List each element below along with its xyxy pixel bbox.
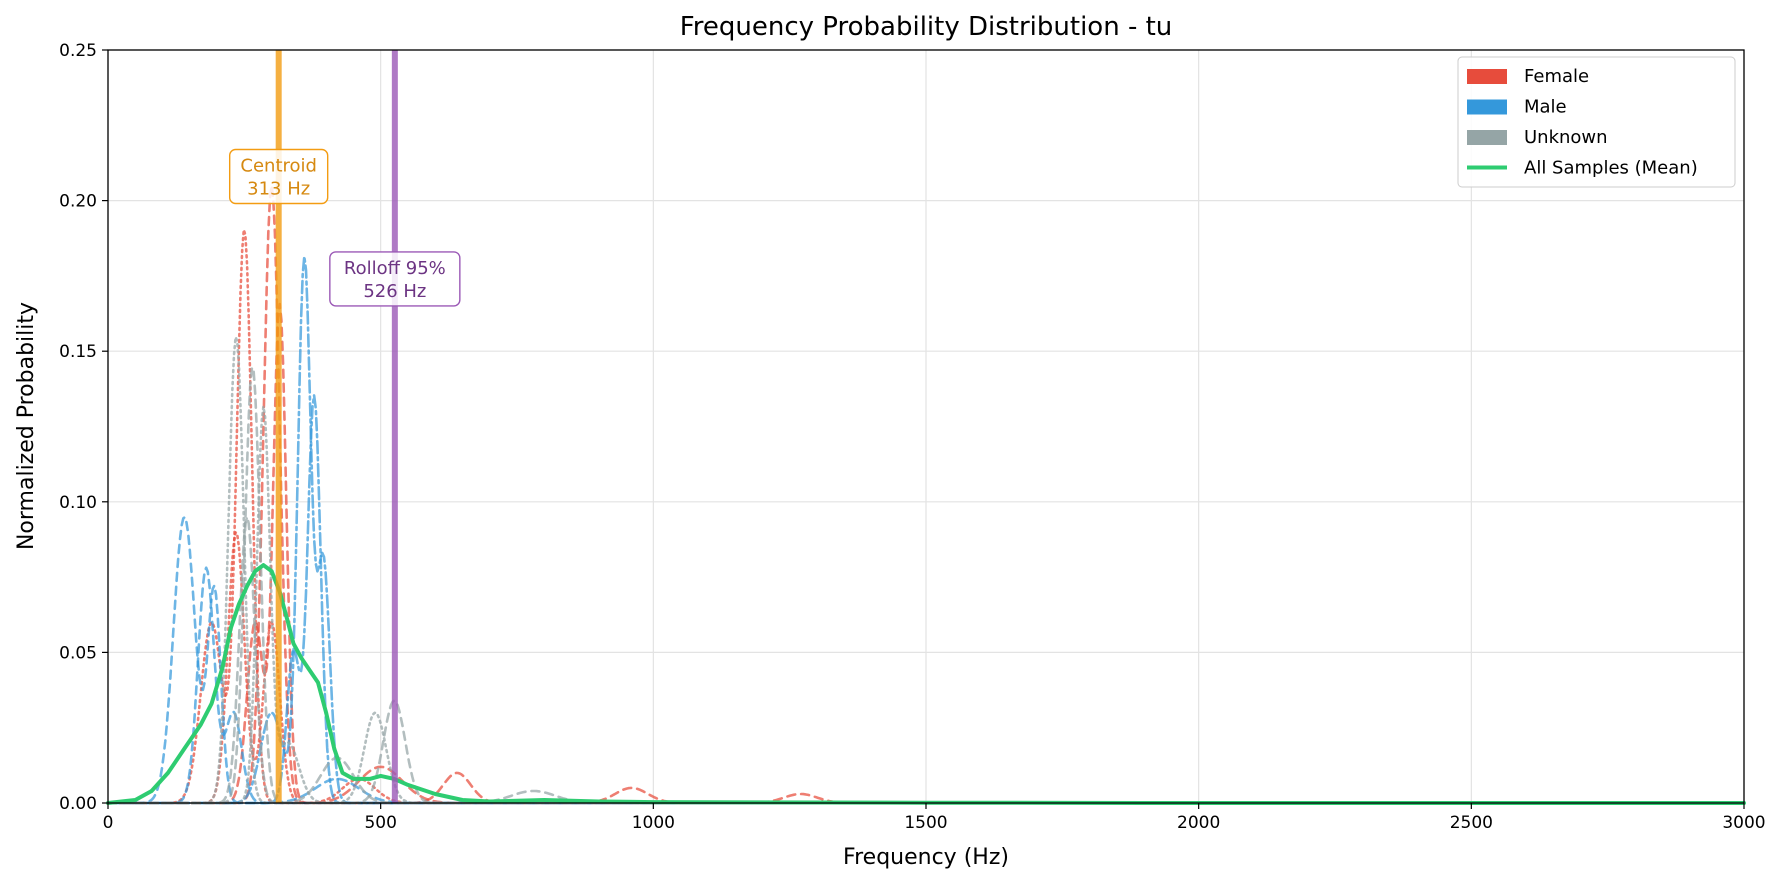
y-tick-label: 0.25 — [59, 41, 97, 61]
legend-label: All Samples (Mean) — [1524, 158, 1698, 179]
legend: Female Male Unknown All Samples (Mean) — [1457, 56, 1736, 188]
x-axis-title: Frequency (Hz) — [843, 845, 1009, 870]
legend-label: Female — [1524, 66, 1589, 87]
annotation-value: 313 Hz — [247, 179, 310, 200]
y-tick-label: 0.15 — [59, 342, 97, 362]
x-tick-label: 2500 — [1450, 813, 1493, 833]
chart-title: Frequency Probability Distribution - tu — [680, 12, 1173, 42]
y-tick-label: 0.20 — [59, 192, 97, 212]
x-tick-label: 3000 — [1722, 813, 1765, 833]
legend-box — [1457, 56, 1736, 188]
y-axis-title: Normalized Probability — [14, 302, 39, 550]
legend-swatch — [1467, 99, 1507, 115]
annotation-value: 526 Hz — [363, 281, 426, 302]
annotation-box — [329, 251, 461, 307]
legend-swatch — [1467, 130, 1507, 145]
x-tick-label: 2000 — [1177, 813, 1220, 833]
series-line-mean — [106, 563, 1746, 805]
series-line-unknown — [106, 515, 1746, 805]
annotation-label: Centroid — [240, 156, 317, 177]
x-tick-label: 1500 — [904, 813, 947, 833]
x-tick-label: 0 — [103, 813, 114, 833]
x-tick-label: 500 — [364, 813, 396, 833]
y-tick-label: 0.05 — [59, 643, 97, 663]
y-tick-label: 0.10 — [59, 493, 97, 513]
legend-swatch — [1467, 69, 1507, 84]
annotation-box — [228, 148, 329, 205]
y-axis: 0.00 0.05 0.10 0.15 0.20 0.25 — [59, 41, 108, 814]
legend-label: Male — [1524, 97, 1567, 118]
x-axis: 0 500 1000 1500 2000 2500 3000 — [103, 803, 1766, 833]
x-tick-label: 1000 — [632, 813, 675, 833]
legend-label: Unknown — [1524, 127, 1608, 148]
y-tick-label: 0.00 — [59, 794, 97, 814]
annotation-label: Rolloff 95% — [344, 258, 446, 279]
